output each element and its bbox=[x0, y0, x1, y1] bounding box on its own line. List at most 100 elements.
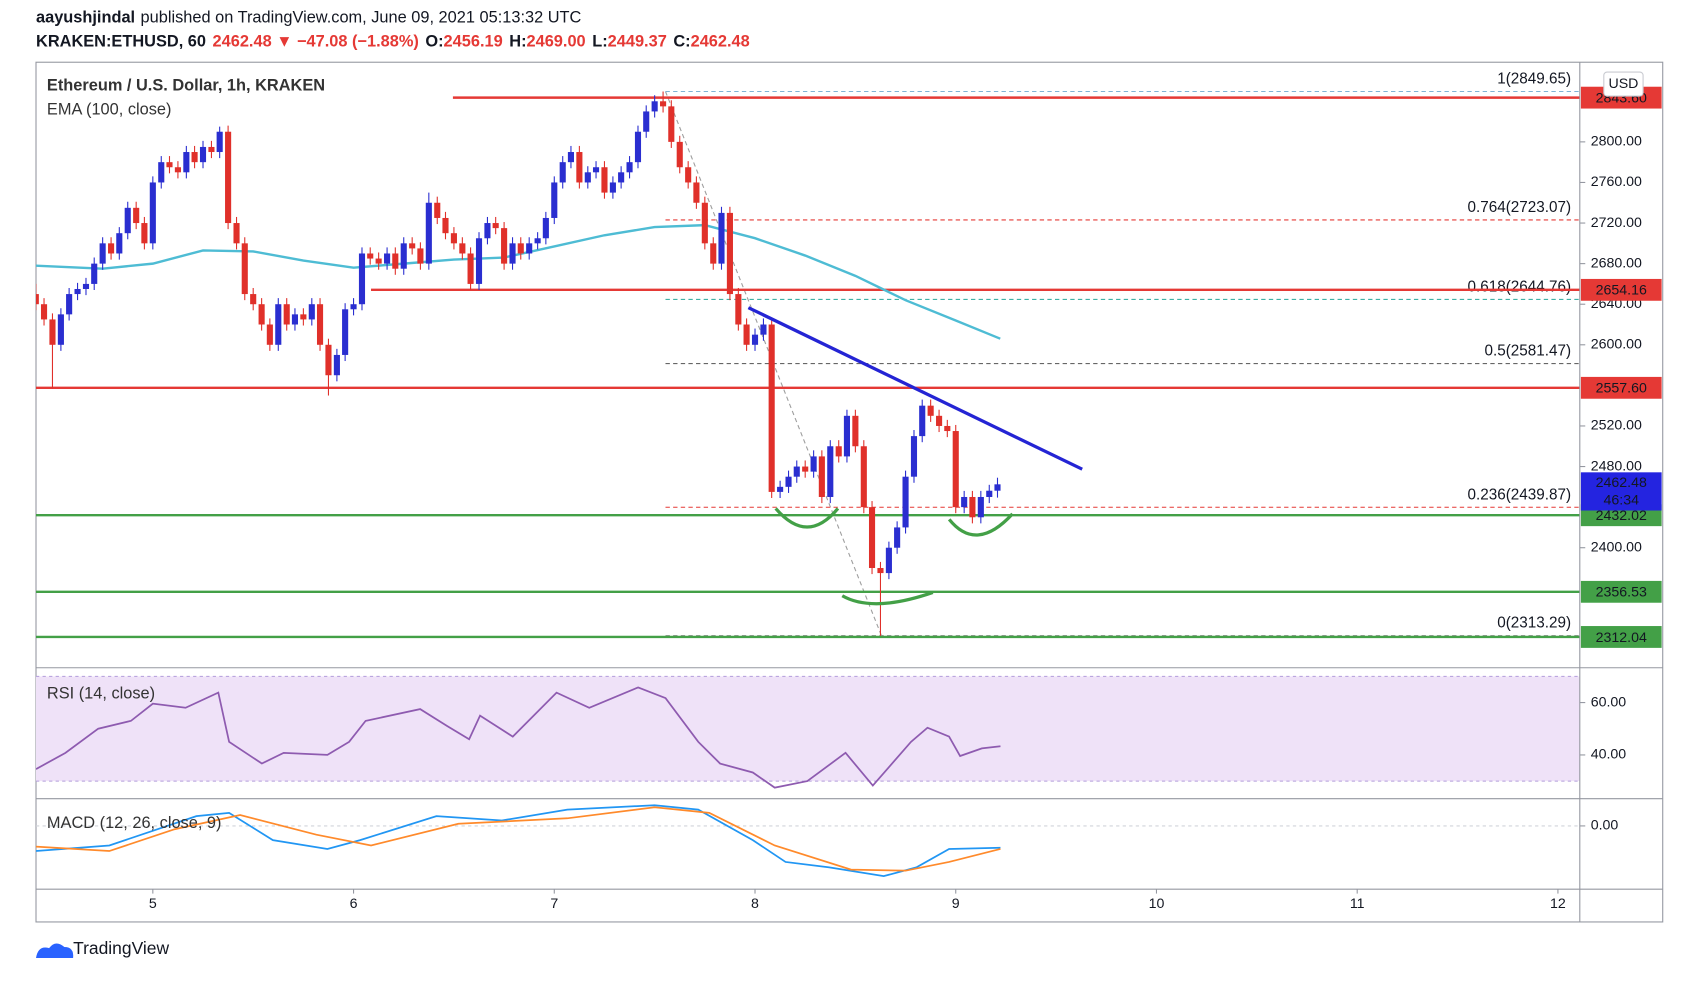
candle-body bbox=[166, 162, 173, 168]
candle-body bbox=[626, 162, 633, 173]
candle-body bbox=[743, 324, 750, 345]
author: aayushjindal bbox=[36, 9, 135, 27]
candle-body bbox=[701, 202, 708, 244]
published: published on TradingView.com, June 09, 2… bbox=[141, 9, 582, 27]
candle-body bbox=[843, 415, 851, 457]
candle-body bbox=[651, 101, 658, 112]
candle-body bbox=[802, 466, 809, 472]
candle-body bbox=[868, 507, 876, 569]
axes: 2800.002760.002720.002680.002640.002600.… bbox=[149, 86, 1662, 912]
candle-body bbox=[91, 263, 98, 284]
candle-body bbox=[40, 304, 48, 320]
level-price-label: 2312.04 bbox=[1596, 630, 1647, 646]
candle-body bbox=[158, 162, 165, 183]
candle-body bbox=[936, 415, 943, 426]
indicator-line bbox=[36, 806, 1001, 872]
fib-label: 0.764(2723.07) bbox=[1468, 199, 1572, 216]
candle-body bbox=[609, 182, 616, 193]
candle-body bbox=[425, 202, 432, 264]
candle-body bbox=[885, 547, 892, 574]
legend-entry: EMA (100, close) bbox=[47, 101, 172, 119]
fib-label: 1(2849.65) bbox=[1497, 71, 1571, 88]
candle-body bbox=[375, 258, 382, 264]
level-price-box bbox=[1580, 626, 1662, 648]
candle-body bbox=[676, 141, 683, 168]
countdown: 46:34 bbox=[1604, 492, 1640, 508]
candle-body bbox=[133, 207, 140, 224]
trendline bbox=[747, 306, 1083, 471]
candle-body bbox=[434, 202, 441, 218]
candle-body bbox=[768, 324, 775, 492]
candle-body bbox=[551, 182, 558, 218]
candle-body bbox=[534, 238, 541, 244]
candle-body bbox=[726, 212, 733, 295]
candle-body bbox=[124, 207, 131, 234]
candle-body bbox=[852, 415, 859, 447]
x-tick-label: 10 bbox=[1149, 896, 1165, 912]
candle-body bbox=[668, 106, 675, 142]
candle-body bbox=[986, 490, 993, 497]
candle-body bbox=[685, 167, 692, 183]
candle-body bbox=[74, 288, 81, 295]
x-tick-label: 5 bbox=[149, 896, 157, 912]
candle-body bbox=[760, 324, 767, 335]
candle-body bbox=[417, 248, 424, 264]
candle-body bbox=[902, 476, 909, 528]
candle-body bbox=[400, 243, 407, 269]
level-price-label: 2654.16 bbox=[1596, 283, 1647, 299]
candle-body bbox=[141, 223, 148, 244]
candle-body bbox=[567, 152, 574, 163]
brand: TradingView bbox=[36, 938, 169, 958]
level-price-label: 2557.60 bbox=[1596, 381, 1647, 397]
y-tick-label: 2800.00 bbox=[1591, 134, 1642, 150]
candle-body bbox=[601, 167, 608, 193]
candle-body bbox=[116, 233, 123, 254]
y-tick-label: 2680.00 bbox=[1591, 255, 1642, 271]
change: 2462.48 ▼ −47.08 (−1.88%) bbox=[213, 33, 419, 51]
pattern-curve bbox=[841, 590, 934, 606]
candle-body bbox=[944, 425, 951, 432]
candle-body bbox=[894, 527, 901, 548]
candle-body bbox=[643, 111, 650, 132]
level-price-label: 2356.53 bbox=[1596, 585, 1647, 601]
last-price-label: 2462.48 bbox=[1596, 475, 1647, 491]
ohlc-label: H: bbox=[509, 33, 526, 51]
candle-body bbox=[325, 344, 332, 376]
y-tick-label: 2480.00 bbox=[1591, 458, 1642, 474]
candle-body bbox=[910, 436, 918, 477]
level-price-box bbox=[1580, 580, 1662, 603]
y-tick-label: 2520.00 bbox=[1591, 418, 1642, 434]
fib-label: 0.618(2644.76) bbox=[1468, 278, 1572, 295]
candle-body bbox=[501, 228, 508, 264]
candle-body bbox=[660, 101, 667, 107]
candle-body bbox=[82, 283, 90, 289]
ohlc-label: C: bbox=[673, 33, 690, 51]
candle-body bbox=[174, 167, 181, 173]
candle-body bbox=[308, 304, 315, 320]
level-price-box bbox=[1580, 376, 1662, 399]
candle-body bbox=[969, 496, 976, 518]
candle-body bbox=[927, 405, 934, 416]
candle-body bbox=[634, 131, 642, 163]
candle-body bbox=[358, 253, 366, 305]
candle-body bbox=[919, 405, 926, 437]
brand-name: TradingView bbox=[73, 938, 169, 958]
candle-body bbox=[208, 146, 215, 153]
candle-body bbox=[384, 253, 391, 264]
candle-body bbox=[275, 304, 282, 345]
ohlc-value: 2469.00 bbox=[527, 33, 586, 51]
candle-body bbox=[66, 294, 73, 315]
ohlc-label: L: bbox=[592, 33, 607, 51]
candle-body bbox=[442, 217, 449, 234]
candle-body bbox=[149, 182, 156, 244]
candle-body bbox=[735, 294, 742, 325]
ohlc-value: 2449.37 bbox=[608, 33, 667, 51]
y-tick-label: 2600.00 bbox=[1591, 337, 1642, 353]
candle-body bbox=[450, 233, 457, 244]
candle-body bbox=[475, 238, 483, 284]
y-tick-label: 40.00 bbox=[1591, 747, 1627, 763]
x-tick-label: 12 bbox=[1550, 896, 1566, 912]
candle-body bbox=[216, 131, 223, 153]
level-price-box bbox=[1580, 278, 1662, 301]
